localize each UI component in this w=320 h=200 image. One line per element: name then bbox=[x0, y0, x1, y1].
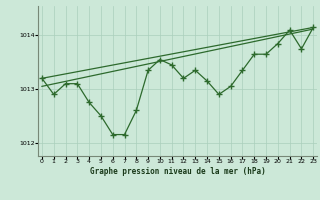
X-axis label: Graphe pression niveau de la mer (hPa): Graphe pression niveau de la mer (hPa) bbox=[90, 167, 266, 176]
